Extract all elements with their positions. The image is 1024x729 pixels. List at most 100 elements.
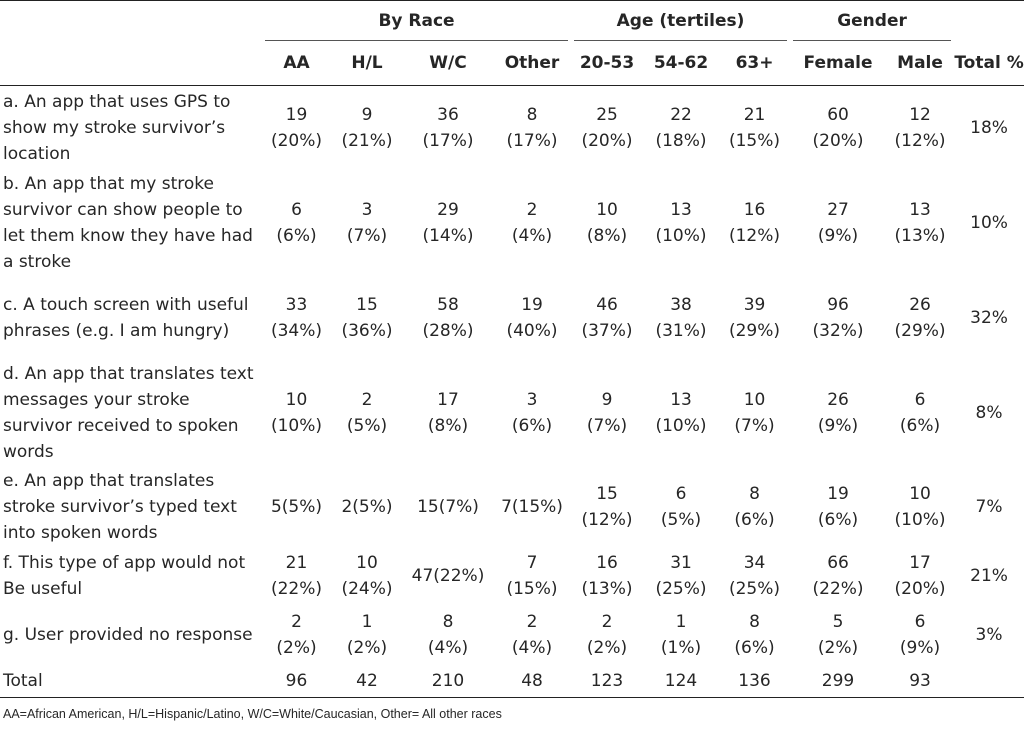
data-cell: 124: [643, 664, 720, 698]
cell-percent: (25%): [728, 579, 781, 599]
cell-count: 6: [675, 484, 687, 504]
cell-percent: (20%): [270, 130, 323, 151]
data-cell: 48: [493, 664, 572, 698]
cell-count: 2: [291, 611, 302, 632]
data-cell: 123: [571, 664, 644, 698]
cell-percent: (34%): [270, 321, 323, 341]
data-cell: 7 (15%): [493, 547, 571, 605]
cell-percent: (1%): [660, 637, 702, 658]
cell-percent: (2%): [346, 637, 388, 658]
cell-percent: (22%): [812, 579, 864, 599]
cell-percent: (10%): [270, 416, 323, 436]
cell-count: 96: [827, 295, 849, 315]
col-aa: AA: [262, 41, 331, 86]
row-label: d. An app that translates text messages …: [3, 364, 254, 462]
data-cell: 26 (29%): [886, 277, 954, 359]
data-cell: 10 (24%): [331, 547, 403, 605]
cell-percent: (9%): [899, 637, 941, 658]
data-cell: 19 (6%): [790, 467, 886, 547]
survey-table: By Race Age (tertiles) Gender AA H/L W/C…: [0, 0, 1024, 698]
cell-percent: (13%): [581, 579, 633, 599]
cell-percent: (32%): [812, 321, 864, 341]
data-cell: 13 (13%): [886, 169, 954, 277]
cell-count: 34: [743, 553, 766, 573]
cell-count: 19: [285, 104, 308, 125]
data-cell: 66 (22%): [790, 547, 886, 605]
table-body: a. An app that uses GPS to show my strok…: [0, 86, 1024, 698]
label-header: [0, 41, 262, 86]
cell-percent: (40%): [506, 321, 558, 341]
cell-percent: (20%): [812, 130, 864, 151]
table-row: c. A touch screen with useful phrases (e…: [0, 277, 1024, 359]
col-male: Male: [886, 41, 955, 86]
data-cell: 26 (9%): [790, 359, 886, 467]
cell-count: 12: [909, 104, 931, 125]
cell-percent: (4%): [511, 637, 553, 658]
row-label: e. An app that translates stroke survivo…: [3, 471, 237, 543]
data-cell: 27 (9%): [790, 169, 886, 277]
data-cell: 5(5%): [262, 467, 331, 547]
corner-cell: [0, 0, 262, 41]
cell-count: 15: [596, 484, 618, 504]
data-cell: 299: [790, 664, 887, 698]
cell-percent: (6%): [734, 637, 775, 658]
cell-percent: (22%): [270, 579, 323, 599]
cell-percent: (12%): [728, 226, 781, 246]
data-cell: 58 (28%): [403, 277, 493, 359]
data-cell: 96: [262, 664, 331, 698]
cell-count: 6: [291, 200, 302, 220]
cell-percent: (10%): [655, 226, 707, 246]
cell-count: 16: [743, 200, 766, 220]
cell-count: 7(15%): [501, 497, 563, 517]
cell-count: 22: [670, 104, 692, 125]
data-cell: 9 (7%): [571, 359, 643, 467]
data-cell: 5 (2%): [790, 605, 886, 664]
row-label: c. A touch screen with useful phrases (e…: [3, 295, 249, 341]
data-cell: 15 (12%): [571, 467, 643, 547]
cell-percent: (31%): [655, 321, 707, 341]
cell-count: 19: [521, 295, 543, 315]
cell-percent: (15%): [506, 579, 558, 599]
cell-count: 13: [670, 390, 692, 410]
data-cell: 2 (2%): [571, 605, 643, 664]
cell-count: 123: [590, 670, 624, 691]
data-cell: 17 (20%): [886, 547, 954, 605]
data-cell: 2 (4%): [493, 605, 571, 664]
data-cell: 10 (8%): [571, 169, 643, 277]
row-total-percent: 7%: [975, 497, 1003, 517]
cell-percent: (6%): [817, 510, 859, 530]
cell-percent: (37%): [581, 321, 633, 341]
col-other: Other: [493, 41, 572, 86]
data-cell: 34 (25%): [719, 547, 790, 605]
data-cell: 96 (32%): [790, 277, 886, 359]
cell-percent: (2%): [817, 637, 859, 658]
cell-percent: (25%): [655, 579, 707, 599]
cell-percent: (7%): [346, 226, 388, 246]
cell-count: 17: [437, 390, 459, 410]
table-row: e. An app that translates stroke survivo…: [0, 467, 1024, 547]
cell-count: 46: [596, 295, 618, 315]
data-cell: 10 (10%): [886, 467, 954, 547]
cell-percent: (2%): [586, 637, 628, 658]
data-cell: 29 (14%): [403, 169, 493, 277]
table-row: d. An app that translates text messages …: [0, 359, 1024, 467]
cell-percent: (29%): [728, 321, 781, 341]
row-total-percent: 3%: [975, 624, 1003, 645]
data-cell: 136: [719, 664, 791, 698]
cell-percent: (9%): [817, 226, 859, 246]
cell-count: 31: [670, 553, 692, 573]
footnote: AA=African American, H/L=Hispanic/Latino…: [3, 707, 502, 721]
data-cell: 13 (10%): [643, 169, 719, 277]
cell-count: 10: [909, 484, 931, 504]
table-row: Total 96 42 210 48 123 124 136 299 93: [0, 664, 1024, 698]
data-cell: 31 (25%): [643, 547, 719, 605]
row-total-percent: 10%: [970, 213, 1008, 233]
group-race: By Race: [262, 0, 571, 41]
data-cell: 42: [331, 664, 403, 698]
cell-count: 8: [749, 484, 760, 504]
data-cell: 6 (5%): [643, 467, 719, 547]
data-cell: 6 (6%): [262, 169, 331, 277]
cell-percent: (10%): [894, 510, 946, 530]
data-cell: 8 (6%): [719, 467, 790, 547]
data-cell: 38 (31%): [643, 277, 719, 359]
